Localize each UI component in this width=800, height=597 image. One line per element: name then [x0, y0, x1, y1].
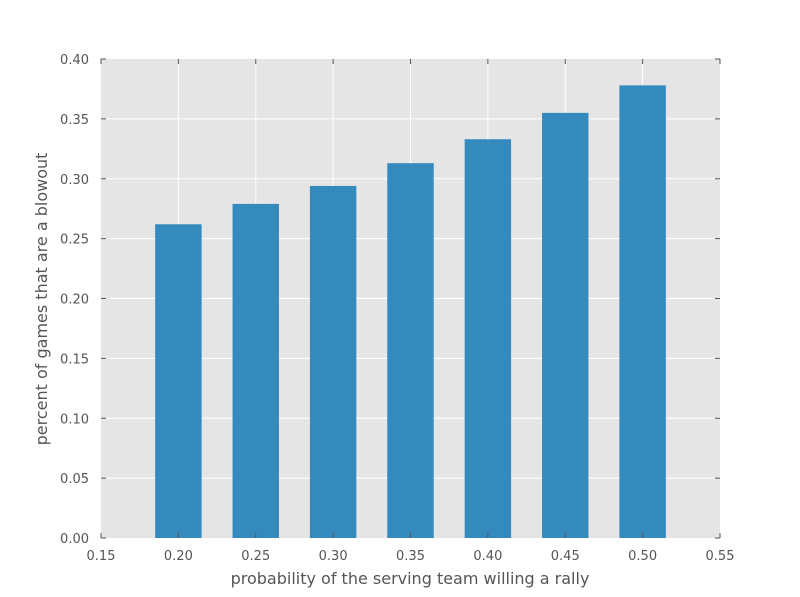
x-tick-label: 0.30 [319, 549, 348, 564]
y-tick-label: 0.30 [60, 173, 89, 188]
y-tick-label: 0.40 [60, 53, 89, 68]
x-tick-label: 0.50 [628, 549, 657, 564]
x-axis-label: probability of the serving team willing … [231, 569, 590, 588]
x-tick-label: 0.35 [396, 549, 425, 564]
x-tick-labels: 0.15 0.20 0.25 0.30 0.35 0.40 0.45 0.50 0.55 [87, 549, 735, 564]
bar-0.40 [464, 139, 512, 539]
x-tick-label: 0.40 [473, 549, 502, 564]
tick-marks [100, 58, 721, 539]
y-tick-labels: 0.00 0.05 0.10 0.15 0.20 0.25 0.30 0.35 0.40 [60, 53, 89, 547]
bar-0.30 [309, 185, 357, 538]
bar-0.25 [232, 203, 279, 538]
x-tick-label: 0.45 [551, 549, 580, 564]
x-tick-label: 0.15 [87, 549, 116, 564]
y-tick-label: 0.00 [60, 532, 89, 547]
bar-0.20 [155, 224, 202, 538]
x-tick-label: 0.55 [706, 549, 735, 564]
y-tick-label: 0.10 [60, 412, 89, 427]
y-tick-label: 0.25 [60, 233, 89, 248]
bars [155, 85, 666, 539]
bar-0.35 [387, 163, 434, 538]
x-tick-label: 0.25 [241, 549, 270, 564]
y-axis-label: percent of games that are a blowout [32, 153, 51, 446]
y-tick-label: 0.20 [60, 293, 89, 308]
bar-0.50 [619, 85, 666, 538]
x-tick-label: 0.20 [164, 549, 193, 564]
y-tick-label: 0.15 [60, 352, 89, 367]
bar-0.45 [542, 112, 589, 538]
y-tick-label: 0.05 [60, 472, 89, 487]
y-tick-label: 0.35 [60, 113, 89, 128]
